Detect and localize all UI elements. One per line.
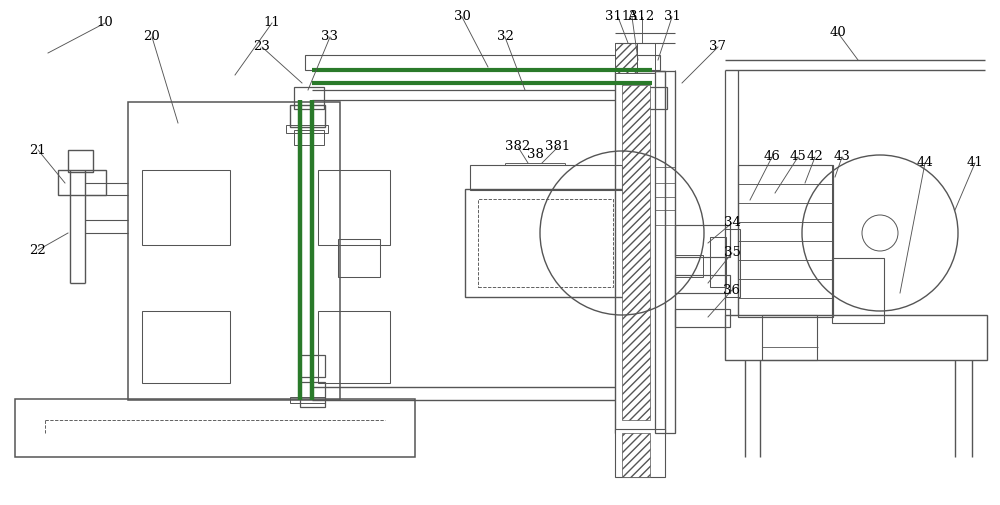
Bar [68, 150, 93, 172]
Bar [615, 429, 665, 477]
Bar [300, 382, 325, 407]
Bar [338, 239, 380, 277]
Bar [675, 255, 703, 277]
Bar [128, 102, 340, 400]
Bar [675, 275, 730, 293]
Text: 35: 35 [724, 246, 740, 260]
Bar [286, 125, 328, 133]
Bar [294, 130, 324, 145]
Text: 381: 381 [545, 140, 571, 154]
Text: 40: 40 [830, 26, 846, 39]
Bar [615, 43, 637, 73]
Text: 33: 33 [322, 30, 338, 43]
Bar [615, 71, 665, 433]
Text: A: A [627, 11, 637, 24]
Text: 31: 31 [664, 11, 680, 24]
Text: 45: 45 [790, 150, 806, 164]
Text: 44: 44 [917, 157, 933, 170]
Bar [142, 311, 230, 383]
Text: 20: 20 [144, 30, 160, 43]
Text: 21: 21 [30, 143, 46, 157]
Bar [622, 433, 650, 477]
Bar [478, 199, 613, 287]
Bar [294, 87, 324, 109]
Bar [637, 43, 655, 73]
Bar [142, 170, 230, 245]
Text: 11: 11 [264, 17, 280, 29]
Bar [675, 309, 730, 327]
Bar [318, 311, 390, 383]
Bar [305, 55, 660, 70]
Bar [290, 397, 325, 403]
Text: 30: 30 [454, 11, 470, 24]
Bar [465, 189, 623, 297]
Text: 37: 37 [710, 40, 726, 54]
Bar [622, 85, 650, 420]
Text: 311: 311 [605, 11, 631, 24]
Bar [655, 71, 675, 433]
Bar [15, 399, 415, 457]
Bar [318, 170, 390, 245]
Text: 22: 22 [30, 243, 46, 257]
Text: 36: 36 [724, 283, 740, 296]
Bar [738, 165, 833, 317]
Bar [762, 315, 817, 360]
Text: 41: 41 [967, 157, 983, 170]
Bar [58, 170, 106, 195]
Bar [675, 225, 730, 257]
Text: 32: 32 [497, 30, 513, 43]
Text: 43: 43 [834, 150, 850, 164]
Text: 46: 46 [764, 150, 780, 164]
Bar [725, 229, 740, 297]
Text: 10: 10 [97, 17, 113, 29]
Bar [470, 165, 622, 190]
Bar [710, 237, 726, 287]
Text: 382: 382 [505, 140, 531, 154]
Text: 38: 38 [527, 148, 543, 162]
Bar [725, 315, 987, 360]
Bar [832, 258, 884, 323]
Bar [290, 105, 325, 127]
Bar [300, 355, 325, 377]
Text: 34: 34 [724, 217, 740, 229]
Text: 42: 42 [807, 150, 823, 164]
Text: 23: 23 [254, 40, 270, 54]
Text: 312: 312 [629, 11, 655, 24]
Bar [642, 87, 667, 109]
